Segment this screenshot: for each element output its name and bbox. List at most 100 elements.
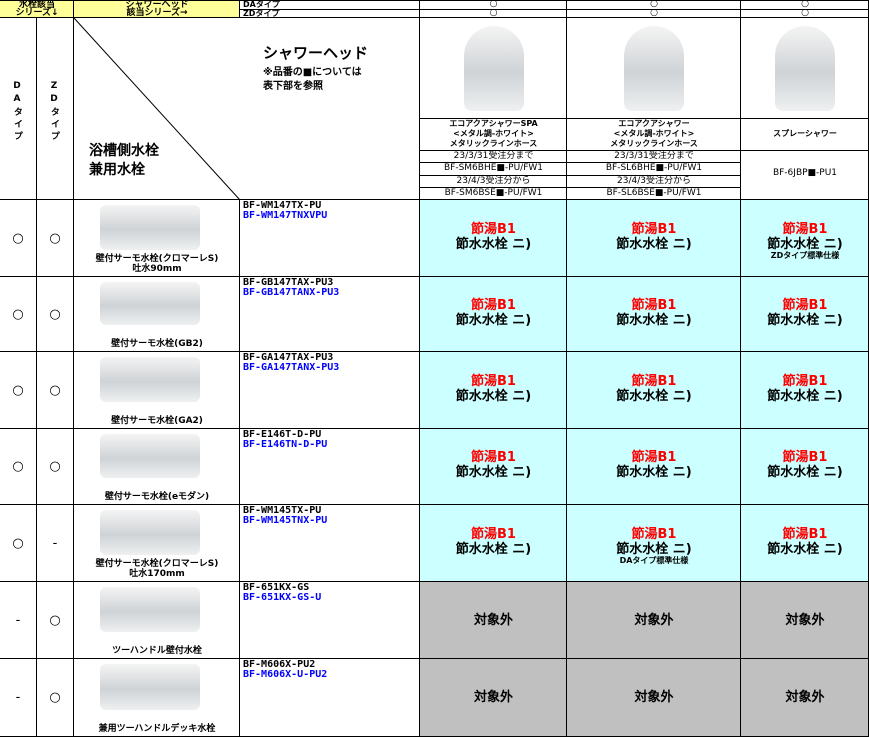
da-mark: ○	[12, 306, 24, 322]
rating-class: 節水水栓 ニ)	[455, 388, 532, 404]
rating-class: 節水水栓 ニ)	[616, 236, 692, 252]
type-cell	[240, 9, 420, 18]
faucet-image	[100, 282, 200, 325]
faucet-name: 吐水170mm	[129, 569, 185, 579]
faucet-cell	[74, 200, 240, 277]
zd-cell	[37, 277, 74, 352]
vertical-label: DAタイプ	[12, 81, 22, 143]
shower-image-cell	[567, 18, 741, 119]
shower-image	[463, 26, 524, 111]
da-cell	[0, 505, 37, 582]
spec-cell	[567, 200, 741, 277]
rating-text: 節湯B1	[471, 221, 516, 237]
period-cell	[420, 151, 567, 163]
rating-text: 節湯B1	[782, 221, 828, 237]
rating-text: 節湯B1	[631, 373, 677, 389]
code-cell	[240, 352, 420, 429]
da-cell	[0, 200, 37, 277]
standard-note: ZDタイプ標準仕様	[770, 250, 840, 260]
code-cell	[240, 505, 420, 582]
shower-code: BF-SM6BHE■-PU/FW1	[443, 163, 544, 173]
shower-image	[775, 26, 835, 111]
spec-cell	[420, 200, 567, 277]
da-mark: ○	[12, 382, 24, 398]
da-column-header	[0, 18, 37, 200]
faucet-image	[100, 205, 200, 250]
period-text: 23/4/3受注分から	[617, 175, 691, 186]
faucet-code: BF-E146T-D-PU	[243, 429, 322, 440]
spec-cell	[567, 352, 741, 429]
rating-text: 節湯B1	[471, 450, 516, 465]
rating-text: 節湯B1	[631, 526, 677, 542]
zd-mark: ○	[49, 690, 61, 705]
rating-text: 節湯B1	[471, 297, 516, 313]
zd-mark: -	[52, 535, 58, 551]
zd-mark: ○	[49, 459, 61, 474]
series-header	[0, 1, 74, 18]
shower-title: シャワーヘッド	[263, 44, 369, 62]
shower-series-header	[74, 1, 240, 18]
spec-cell	[567, 505, 741, 582]
type-mark: ○	[489, 0, 498, 9]
spec-cell	[741, 429, 869, 505]
faucet-code-alt: BF-M606X-U-PU2	[243, 669, 328, 680]
type-label: ZDタイプ	[243, 8, 280, 18]
spec-cell	[741, 352, 869, 429]
vertical-label: ZDタイプ	[49, 81, 59, 143]
spec-cell	[420, 505, 567, 582]
da-cell	[0, 352, 37, 429]
faucet-image	[100, 434, 200, 478]
zd-cell	[37, 505, 74, 582]
faucet-code-alt: BF-GB147TANX-PU3	[243, 287, 340, 298]
faucet-name: ツーハンドル壁付水栓	[112, 646, 202, 656]
code-cell	[567, 187, 741, 200]
period-text: 23/3/31受注分まで	[453, 151, 534, 161]
rating-class: 節水水栓 ニ)	[767, 312, 843, 328]
type-label: DAタイプ	[243, 0, 280, 9]
rating-text: 節湯B1	[631, 297, 677, 313]
rating-class: 節水水栓 ニ)	[767, 541, 843, 557]
da-cell	[0, 429, 37, 505]
rating-text: 節湯B1	[782, 526, 828, 542]
zd-cell	[37, 200, 74, 277]
faucet-code: BF-GA147TAX-PU3	[243, 352, 334, 363]
type-mark: ○	[650, 0, 658, 9]
rating-class: 節水水栓 ニ)	[616, 465, 692, 480]
faucet-name: 吐水90mm	[132, 264, 182, 274]
zd-cell	[37, 582, 74, 659]
faucet-code-alt: BF-651KX-GS-U	[243, 592, 322, 603]
zd-mark: ○	[49, 382, 61, 398]
shower-image-cell	[420, 18, 567, 119]
excluded-cell	[420, 582, 567, 659]
faucet-image	[100, 587, 200, 632]
shower-name-cell	[420, 119, 567, 151]
faucet-code-alt: BF-E146TN-D-PU	[243, 439, 328, 450]
rating-class: 節水水栓 ニ)	[767, 465, 843, 480]
period-text: 23/3/31受注分まで	[614, 151, 694, 161]
spec-cell	[741, 200, 869, 277]
shower-name: メタリックラインホース	[449, 139, 538, 148]
rating-text: 節湯B1	[631, 221, 677, 237]
excluded-text: 対象外	[473, 612, 514, 628]
rating-class: 節水水栓 ニ)	[455, 236, 532, 252]
excluded-text: 対象外	[473, 690, 514, 705]
header-text: 該当シリーズ→	[126, 8, 188, 18]
type-cell	[240, 1, 420, 10]
faucet-code: BF-M606X-PU2	[243, 659, 316, 670]
excluded-text: 対象外	[785, 612, 825, 628]
faucet-image	[100, 664, 200, 710]
shower-code: BF-6JBP■-PU1	[772, 168, 838, 178]
mark-cell	[567, 9, 741, 18]
excluded-text: 対象外	[634, 612, 674, 628]
faucet-name: 壁付サーモ水栓(クロマーレS)	[95, 254, 219, 264]
faucet-code: BF-WM145TX-PU	[243, 505, 322, 516]
note-text: ※品番の■については	[263, 67, 362, 78]
header-text: シリーズ↓	[15, 8, 59, 18]
spec-cell	[420, 352, 567, 429]
faucet-name: 壁付サーモ水栓(eモダン)	[104, 492, 210, 502]
excluded-cell	[741, 582, 869, 659]
code-cell	[240, 582, 420, 659]
faucet-cell	[74, 582, 240, 659]
spec-cell	[567, 429, 741, 505]
